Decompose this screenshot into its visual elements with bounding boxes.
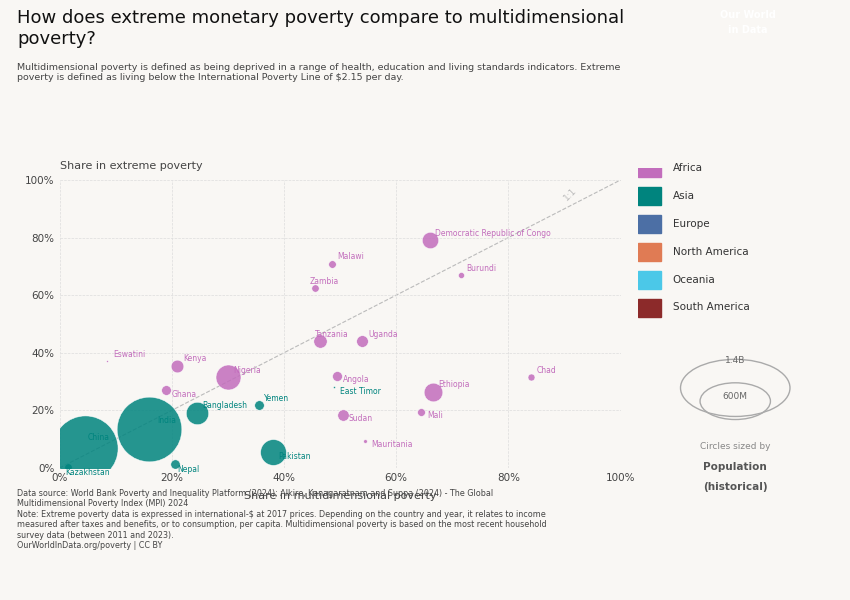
- Text: Our World: Our World: [720, 10, 776, 20]
- Text: Europe: Europe: [672, 219, 709, 229]
- Text: Tanzania: Tanzania: [314, 330, 348, 339]
- Point: [336, 410, 349, 419]
- Point: [78, 443, 92, 452]
- Text: China: China: [88, 433, 110, 442]
- Text: Asia: Asia: [672, 191, 694, 201]
- Point: [355, 337, 369, 346]
- Text: Kazakhstan: Kazakhstan: [65, 467, 110, 476]
- Point: [415, 407, 428, 416]
- Text: Population: Population: [703, 461, 767, 472]
- Bar: [638, 159, 661, 177]
- Point: [252, 400, 265, 409]
- Point: [308, 283, 321, 293]
- Text: Sudan: Sudan: [348, 415, 372, 424]
- Text: 1:1: 1:1: [562, 186, 578, 203]
- Bar: [638, 271, 661, 289]
- Point: [143, 424, 156, 434]
- Text: India: India: [158, 416, 177, 425]
- Text: Africa: Africa: [672, 163, 703, 173]
- Text: 600M: 600M: [722, 392, 748, 401]
- Text: Uganda: Uganda: [368, 330, 398, 339]
- Text: Burundi: Burundi: [466, 264, 496, 273]
- Bar: [638, 242, 661, 260]
- X-axis label: Share in multidimensional poverty: Share in multidimensional poverty: [244, 491, 436, 501]
- Point: [314, 337, 327, 346]
- Text: Oceania: Oceania: [672, 275, 716, 284]
- Text: How does extreme monetary poverty compare to multidimensional
poverty?: How does extreme monetary poverty compar…: [17, 9, 624, 48]
- Text: South America: South America: [672, 302, 750, 313]
- Text: Circles sized by: Circles sized by: [700, 442, 770, 451]
- Point: [190, 409, 204, 418]
- Text: Data source: World Bank Poverty and Inequality Platform (2024); Alkire, Kanagara: Data source: World Bank Poverty and Ineq…: [17, 489, 547, 550]
- Bar: [638, 298, 661, 317]
- Text: in Data: in Data: [728, 25, 768, 35]
- Text: Ghana: Ghana: [172, 391, 197, 400]
- Point: [327, 383, 341, 392]
- Point: [331, 371, 344, 380]
- Point: [167, 459, 181, 469]
- Text: East Timor: East Timor: [340, 387, 381, 396]
- Point: [454, 270, 468, 280]
- Text: Kenya: Kenya: [183, 355, 207, 364]
- Text: Eswatini: Eswatini: [113, 350, 145, 359]
- Point: [159, 385, 173, 395]
- Bar: [638, 187, 661, 205]
- Text: North America: North America: [672, 247, 748, 257]
- Text: Mali: Mali: [427, 412, 443, 421]
- Point: [221, 373, 235, 382]
- Point: [171, 361, 184, 371]
- Text: Yemen: Yemen: [264, 394, 289, 403]
- Text: Angola: Angola: [343, 376, 370, 385]
- Point: [423, 236, 437, 245]
- Text: (historical): (historical): [703, 482, 768, 492]
- Point: [325, 259, 338, 268]
- Text: Democratic Republic of Congo: Democratic Republic of Congo: [435, 229, 551, 238]
- Text: 1.4B: 1.4B: [725, 356, 745, 365]
- Bar: [638, 215, 661, 233]
- Text: Chad: Chad: [536, 366, 556, 375]
- Point: [426, 387, 439, 397]
- Point: [100, 356, 114, 366]
- Text: Nepal: Nepal: [178, 465, 200, 474]
- Point: [524, 373, 537, 382]
- Text: Ethiopia: Ethiopia: [439, 380, 470, 389]
- Point: [359, 436, 372, 445]
- Text: Mauritania: Mauritania: [371, 440, 412, 449]
- Text: Pakistan: Pakistan: [278, 452, 311, 461]
- Point: [266, 448, 280, 457]
- Point: [61, 462, 75, 472]
- Text: Multidimensional poverty is defined as being deprived in a range of health, educ: Multidimensional poverty is defined as b…: [17, 63, 620, 82]
- Text: Malawi: Malawi: [337, 252, 364, 261]
- Text: Bangladesh: Bangladesh: [202, 401, 247, 410]
- Text: Zambia: Zambia: [309, 277, 338, 286]
- Text: Share in extreme poverty: Share in extreme poverty: [60, 161, 202, 171]
- Text: Nigeria: Nigeria: [234, 366, 261, 375]
